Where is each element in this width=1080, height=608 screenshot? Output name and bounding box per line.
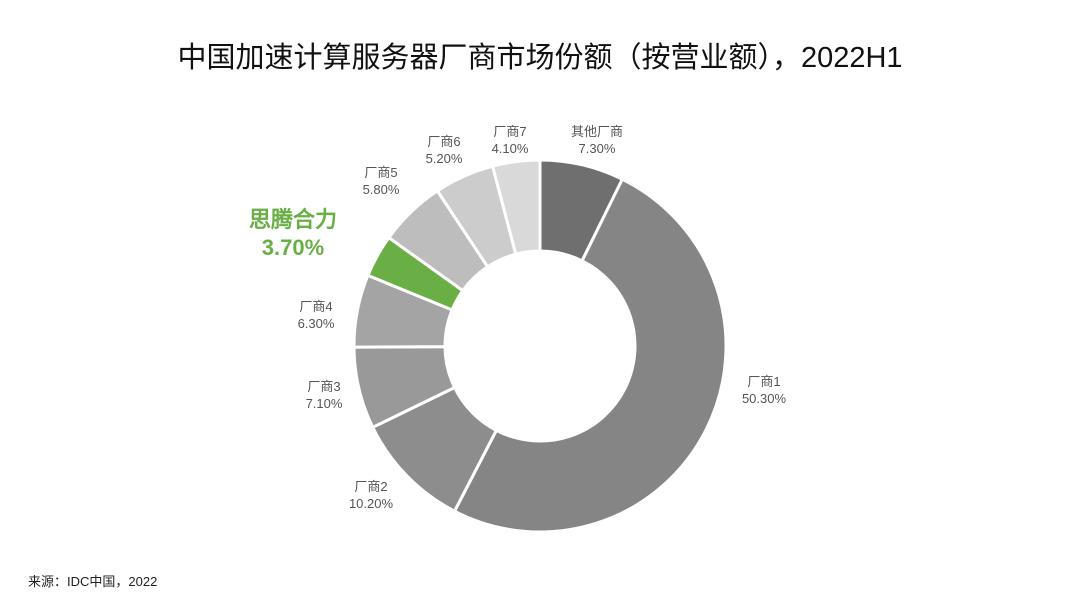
label-name: 厂商6: [427, 134, 461, 149]
label-name: 厂商5: [364, 165, 398, 180]
label-name: 思腾合力: [248, 207, 338, 232]
slice-label: 厂商4 6.30%: [298, 298, 335, 332]
label-percent: 6.30%: [297, 316, 335, 331]
slice-label: 其他厂商 7.30%: [571, 123, 623, 157]
label-percent: 10.20%: [348, 496, 394, 511]
label-percent: 7.10%: [305, 396, 343, 411]
slice-label: 厂商5 5.80%: [363, 164, 400, 198]
source-note: 来源：IDC中国，2022: [28, 574, 158, 589]
label-percent: 4.10%: [491, 141, 529, 156]
label-percent: 5.80%: [362, 182, 400, 197]
slice-label: 厂商6 5.20%: [426, 133, 463, 167]
highlight-label: 思腾合力 3.70%: [249, 206, 337, 262]
label-name: 厂商4: [299, 299, 333, 314]
label-name: 厂商2: [354, 479, 388, 494]
label-name: 厂商1: [747, 374, 781, 389]
label-percent: 3.70%: [261, 235, 325, 260]
slice-label: 厂商1 50.30%: [742, 373, 786, 407]
slice-厂商1: [452, 177, 728, 534]
label-name: 厂商3: [307, 379, 341, 394]
chart-title: 中国加速计算服务器厂商市场份额（按营业额），2022H1: [177, 42, 903, 74]
label-name: 厂商7: [493, 124, 527, 139]
slice-label: 厂商2 10.20%: [349, 478, 393, 512]
label-percent: 5.20%: [425, 151, 463, 166]
label-name: 其他厂商: [570, 124, 624, 139]
slice-label: 厂商7 4.10%: [492, 123, 529, 157]
slice-label: 厂商3 7.10%: [306, 378, 343, 412]
label-percent: 50.30%: [741, 391, 787, 406]
slice-厂商7: [490, 158, 542, 256]
label-percent: 7.30%: [578, 141, 616, 156]
